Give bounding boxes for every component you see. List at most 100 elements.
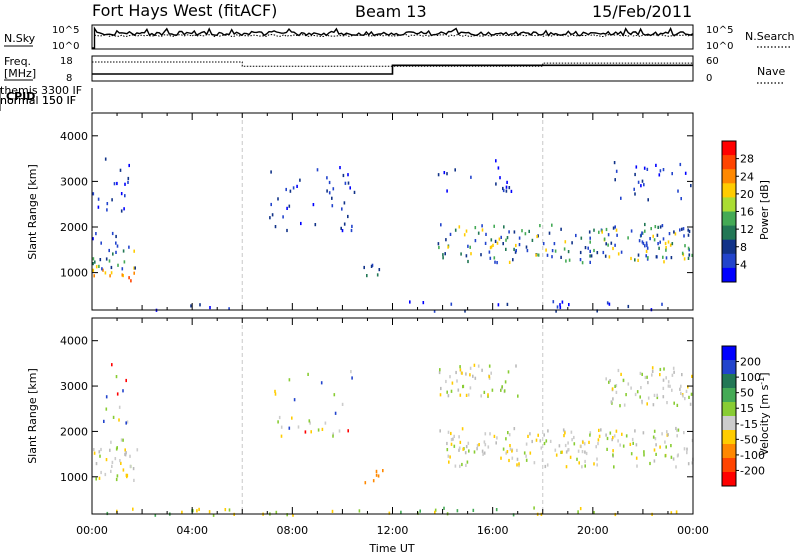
nave-tick-bottom: 0 — [706, 73, 712, 84]
range-gate-cell — [447, 394, 450, 398]
power-panel-frame — [91, 112, 694, 311]
range-gate-cell — [636, 464, 638, 468]
colorbar-swatch — [722, 346, 736, 361]
range-gate-cell — [523, 451, 526, 455]
range-gate-cell — [612, 226, 615, 230]
range-gate-cell — [489, 246, 492, 250]
nsearch-tick-bottom: 10^0 — [706, 41, 733, 52]
range-gate-cell — [644, 244, 646, 248]
range-gate-cell — [461, 462, 463, 467]
range-gate-cell — [122, 274, 124, 278]
range-gate-cell — [332, 434, 334, 438]
range-gate-cell — [446, 172, 448, 176]
range-gate-cell — [339, 166, 341, 170]
range-gate-cell — [461, 371, 463, 375]
range-gate-cell — [125, 378, 127, 383]
range-gate-cell — [612, 397, 614, 401]
range-gate-cell — [634, 429, 636, 433]
range-gate-cell — [603, 237, 606, 241]
range-gate-cell — [507, 370, 510, 374]
range-gate-cell — [453, 444, 456, 448]
range-gate-cell — [443, 171, 446, 175]
range-gate-cell — [655, 163, 657, 167]
range-gate-cell — [506, 236, 509, 240]
range-gate-cell — [670, 455, 673, 459]
range-gate-cell — [445, 238, 447, 242]
range-gate-cell — [343, 201, 346, 205]
y-tick-label: 1000 — [60, 471, 88, 484]
range-gate-cell — [324, 421, 327, 425]
range-gate-cell — [605, 242, 607, 246]
range-gate-cell — [92, 237, 94, 241]
range-gate-cell — [468, 449, 470, 453]
range-gate-cell — [503, 225, 505, 229]
range-gate-cell — [116, 392, 119, 396]
range-gate-cell — [671, 172, 673, 176]
range-gate-cell — [665, 246, 667, 250]
range-gate-cell — [661, 302, 663, 306]
range-gate-cell — [651, 373, 653, 377]
range-gate-cell — [683, 234, 685, 238]
range-gate-cell — [447, 454, 450, 458]
range-gate-cell — [198, 507, 200, 511]
range-gate-cell — [463, 233, 466, 237]
range-gate-cell — [585, 451, 588, 456]
colorbar-swatch — [722, 388, 736, 403]
range-gate-cell — [470, 175, 472, 179]
range-gate-cell — [581, 465, 583, 469]
range-gate-cell — [637, 253, 640, 257]
range-gate-cell — [358, 509, 361, 513]
colorbar-tick-label: 28 — [740, 153, 754, 166]
colorbar-tick-label: 200 — [740, 356, 761, 369]
range-gate-cell — [332, 187, 335, 191]
colorbar-swatch — [722, 239, 736, 255]
range-gate-cell — [687, 246, 690, 250]
power-axes: 1000 2000 3000 4000 — [60, 113, 694, 310]
range-gate-cell — [563, 434, 565, 438]
range-gate-cell — [509, 447, 512, 451]
range-gate-cell — [438, 245, 440, 250]
range-gate-cell — [653, 448, 656, 452]
nsky-label: N.Sky — [4, 32, 36, 45]
range-gate-cell — [437, 242, 440, 246]
range-gate-cell — [497, 303, 500, 307]
range-gate-cell — [529, 451, 532, 455]
range-gate-cell — [500, 456, 502, 460]
range-gate-cell — [493, 224, 495, 228]
range-gate-cell — [579, 258, 582, 262]
range-gate-cell — [571, 241, 573, 245]
range-gate-cell — [667, 380, 670, 384]
range-gate-cell — [637, 258, 639, 262]
station-title: Fort Hays West (fitACF) — [92, 1, 277, 20]
range-gate-cell — [589, 240, 591, 244]
range-gate-cell — [270, 170, 272, 174]
range-gate-cell — [400, 510, 402, 514]
range-gate-cell — [621, 432, 623, 436]
range-gate-cell — [371, 263, 374, 267]
range-gate-cell — [505, 185, 508, 189]
range-gate-cell — [666, 430, 668, 434]
range-gate-cell — [584, 464, 586, 468]
range-gate-cell — [605, 433, 607, 437]
range-gate-cell — [474, 239, 477, 243]
colorbar-swatch — [722, 155, 736, 170]
time-tick-labels: 00:00 04:00 08:00 12:00 16:00 20:00 00:00 — [76, 524, 709, 537]
range-gate-cell — [95, 462, 98, 466]
range-gate-cell — [617, 252, 620, 256]
range-gate-cell — [676, 428, 678, 432]
range-gate-cell — [370, 264, 373, 268]
range-gate-cell — [116, 244, 119, 248]
range-gate-cell — [653, 459, 656, 463]
range-gate-cell — [565, 450, 568, 454]
range-gate-cell — [212, 513, 215, 517]
range-gate-cell — [115, 250, 117, 254]
range-gate-cell — [382, 469, 384, 473]
range-gate-cell — [620, 372, 622, 376]
range-gate-cell — [452, 437, 454, 441]
range-gate-cell — [517, 394, 519, 398]
range-gate-cell — [659, 367, 662, 372]
range-gate-cell — [608, 380, 610, 384]
y-tick-label: 3000 — [60, 175, 88, 188]
range-gate-cell — [106, 208, 108, 212]
range-gate-cell — [607, 233, 610, 237]
